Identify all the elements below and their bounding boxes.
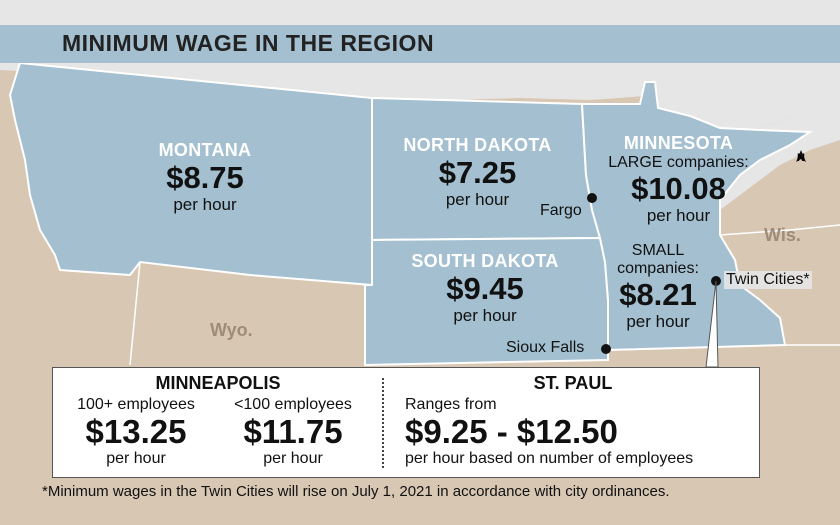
fargo-label: Fargo (538, 202, 584, 220)
sioux-falls-dot (601, 344, 611, 354)
minneapolis-large-unit: per hour (106, 450, 166, 467)
minnesota-small-unit: per hour (626, 312, 690, 331)
wyoming-label: Wyo. (210, 320, 253, 340)
st-paul-range-label: Ranges from (405, 396, 497, 413)
minneapolis-small-wage: $11.75 (243, 413, 343, 450)
fargo-dot (587, 193, 597, 203)
st-paul-details: Ranges from $9.25 - $12.50 per hour base… (405, 396, 693, 468)
north-dakota-label: NORTH DAKOTA $7.25 per hour (395, 135, 560, 209)
wisconsin-label: Wis. (764, 225, 801, 245)
twin-cities-callout: MINNEAPOLIS 100+ employees $13.25 per ho… (52, 367, 760, 478)
montana-name: MONTANA (158, 140, 252, 160)
north-dakota-name: NORTH DAKOTA (403, 135, 552, 155)
minnesota-large-label: LARGE companies: (608, 154, 749, 171)
sioux-falls-label: Sioux Falls (504, 339, 587, 357)
south-dakota-unit: per hour (453, 306, 517, 325)
minnesota-small-label-1: SMALL (631, 242, 685, 259)
montana-unit: per hour (173, 195, 237, 214)
compass-label: N (797, 152, 805, 164)
montana-wage: $8.75 (166, 160, 244, 195)
minnesota-label: MINNESOTA LARGE companies: $10.08 per ho… (596, 133, 761, 225)
st-paul-note: per hour based on number of employees (405, 450, 694, 467)
st-paul-heading: ST. PAUL (403, 373, 743, 394)
minnesota-small-label-2: companies: (617, 260, 699, 277)
south-dakota-wage: $9.45 (446, 271, 524, 306)
north-dakota-wage: $7.25 (438, 155, 517, 190)
minnesota-large-wage: $10.08 (631, 171, 726, 206)
st-paul-heading-text: ST. PAUL (533, 373, 613, 393)
footnote: *Minimum wages in the Twin Cities will r… (42, 483, 670, 500)
minneapolis-small-column: <100 employees $11.75 per hour (218, 396, 368, 468)
south-dakota-name: SOUTH DAKOTA (411, 251, 559, 271)
twin-cities-label: Twin Cities* (724, 271, 812, 289)
st-paul-range: $9.25 - $12.50 (405, 413, 618, 450)
page-title: MINIMUM WAGE IN THE REGION (62, 30, 435, 56)
minneapolis-heading: MINNEAPOLIS (63, 373, 373, 394)
title-band (0, 25, 840, 63)
callout-divider (382, 378, 384, 468)
wyoming-border (129, 261, 141, 366)
minnesota-small-wage: $8.21 (619, 277, 697, 312)
minneapolis-large-wage: $13.25 (85, 413, 187, 450)
minneapolis-large-column: 100+ employees $13.25 per hour (61, 396, 211, 468)
montana-label: MONTANA $8.75 per hour (140, 140, 270, 214)
minneapolis-small-label: <100 employees (234, 396, 352, 413)
south-dakota-label: SOUTH DAKOTA $9.45 per hour (400, 251, 570, 325)
north-dakota-unit: per hour (445, 190, 510, 209)
minneapolis-large-label: 100+ employees (77, 396, 195, 413)
montana-shape (8, 61, 373, 287)
minneapolis-small-unit: per hour (263, 450, 323, 467)
minnesota-small-label: SMALL companies: $8.21 per hour (608, 242, 708, 331)
minneapolis-heading-text: MINNEAPOLIS (155, 373, 281, 393)
minnesota-large-unit: per hour (646, 206, 711, 225)
north-arrow-icon (796, 150, 806, 162)
minnesota-name: MINNESOTA (623, 133, 734, 153)
wisconsin-border (719, 224, 840, 236)
minnesota-shape (580, 81, 814, 352)
